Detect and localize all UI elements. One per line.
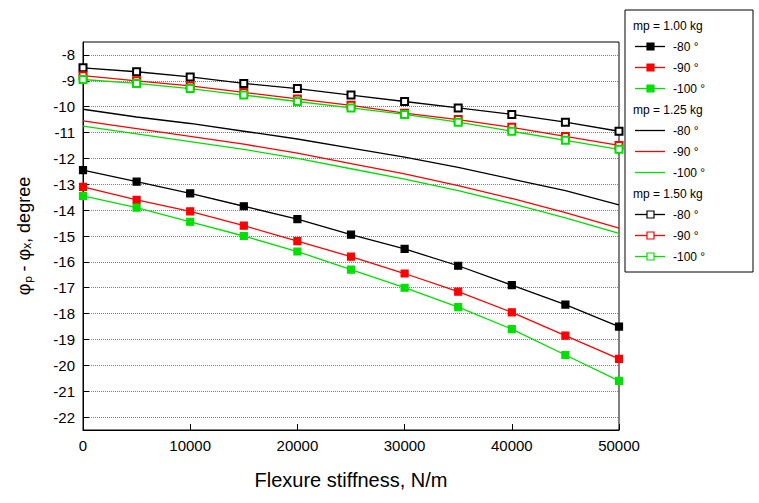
- svg-text:-100 °: -100 °: [673, 166, 705, 180]
- svg-text:-100 °: -100 °: [673, 250, 705, 264]
- svg-text:φₚ - φₓ, degree: φₚ - φₓ, degree: [14, 177, 35, 295]
- svg-text:-80 °: -80 °: [673, 40, 699, 54]
- svg-text:30000: 30000: [384, 437, 426, 454]
- svg-text:-90 °: -90 °: [673, 61, 699, 75]
- svg-text:-8: -8: [62, 46, 75, 63]
- svg-text:mp = 1.50 kg: mp = 1.50 kg: [633, 187, 703, 201]
- svg-text:-100 °: -100 °: [673, 82, 705, 96]
- svg-text:-19: -19: [53, 331, 75, 348]
- svg-text:-12: -12: [53, 150, 75, 167]
- svg-text:mp = 1.00 kg: mp = 1.00 kg: [633, 19, 703, 33]
- svg-text:Flexure stiffness, N/m: Flexure stiffness, N/m: [254, 469, 447, 491]
- svg-text:-16: -16: [53, 253, 75, 270]
- svg-text:-90 °: -90 °: [673, 229, 699, 243]
- svg-text:10000: 10000: [169, 437, 211, 454]
- svg-text:-11: -11: [54, 124, 75, 141]
- svg-text:-9: -9: [62, 72, 75, 89]
- svg-text:20000: 20000: [277, 437, 319, 454]
- svg-text:-17: -17: [53, 279, 75, 296]
- svg-text:-13: -13: [53, 176, 75, 193]
- svg-text:-18: -18: [53, 305, 75, 322]
- svg-text:50000: 50000: [598, 437, 640, 454]
- svg-text:-20: -20: [53, 357, 75, 374]
- svg-text:-10: -10: [53, 98, 75, 115]
- svg-text:-21: -21: [53, 383, 75, 400]
- svg-text:-14: -14: [53, 202, 75, 219]
- svg-text:-80 °: -80 °: [673, 124, 699, 138]
- svg-text:-22: -22: [53, 409, 75, 426]
- svg-text:-15: -15: [53, 228, 75, 245]
- svg-text:mp = 1.25 kg: mp = 1.25 kg: [633, 103, 703, 117]
- svg-text:40000: 40000: [491, 437, 533, 454]
- svg-text:-80 °: -80 °: [673, 208, 699, 222]
- svg-text:0: 0: [79, 437, 87, 454]
- svg-text:-90 °: -90 °: [673, 145, 699, 159]
